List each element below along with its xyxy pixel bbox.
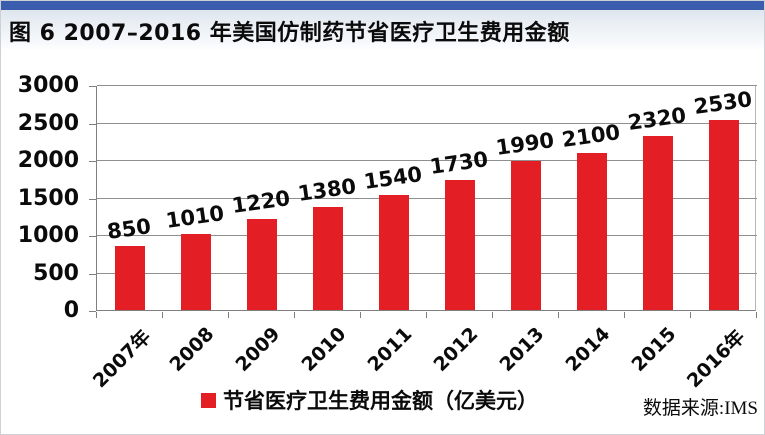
x-axis-label: 2011	[363, 323, 417, 376]
header-accent-bar	[1, 1, 764, 10]
x-axis-tick	[162, 312, 163, 318]
bar	[379, 194, 409, 310]
bar	[247, 218, 277, 310]
x-axis-label: 2012	[429, 323, 483, 376]
x-axis-tick	[756, 312, 757, 318]
y-axis-label: 1000	[17, 223, 79, 248]
x-axis-label: 2013	[495, 323, 549, 376]
x-axis-label: 2016年	[682, 325, 750, 393]
x-axis-tick	[96, 312, 97, 318]
y-axis-tick	[89, 161, 96, 162]
bar	[511, 160, 541, 310]
x-axis-tick	[624, 312, 625, 318]
y-axis-tick	[89, 311, 96, 312]
x-axis-tick	[360, 312, 361, 318]
y-axis-tick	[89, 236, 96, 237]
gridline	[97, 160, 757, 161]
y-axis-label: 500	[33, 260, 79, 286]
chart-legend: 节省医疗卫生费用金额（亿美元）	[201, 387, 538, 413]
bar	[115, 246, 145, 310]
gridline	[97, 122, 757, 124]
figure-title: 图 6 2007–2016 年美国仿制药节省医疗卫生费用金额	[9, 21, 570, 46]
x-axis-tick	[558, 312, 559, 318]
x-axis-tick	[294, 312, 295, 318]
x-axis-tick	[426, 312, 427, 318]
y-axis-label: 3000	[17, 73, 79, 98]
y-axis-tick	[89, 123, 96, 125]
x-axis-tick	[228, 312, 229, 318]
x-axis-label: 2014	[561, 323, 615, 376]
y-axis-tick	[89, 273, 96, 275]
x-axis-label: 2007年	[88, 325, 156, 393]
bar	[577, 152, 607, 310]
x-axis-label: 2015	[627, 323, 681, 376]
legend-label: 节省医疗卫生费用金额（亿美元）	[223, 389, 538, 413]
bar	[181, 234, 211, 310]
bar	[709, 120, 739, 310]
y-axis-tick	[89, 86, 96, 87]
x-axis-tick	[690, 312, 691, 318]
x-axis-tick	[492, 312, 493, 318]
y-axis-label: 2000	[17, 148, 79, 173]
gridline	[97, 197, 757, 199]
gridline	[97, 85, 757, 86]
gridline	[97, 235, 757, 236]
gridline	[97, 272, 757, 274]
x-axis-label: 2010	[297, 323, 351, 376]
figure-header: 图 6 2007–2016 年美国仿制药节省医疗卫生费用金额	[1, 1, 764, 49]
y-axis-label: 1500	[17, 185, 79, 211]
bar	[643, 136, 673, 310]
x-axis-label: 2009	[231, 323, 285, 376]
y-axis-tick	[89, 198, 96, 200]
y-axis-label: 2500	[17, 110, 79, 136]
data-source: 数据来源:IMS	[642, 398, 758, 419]
y-axis-label: 0	[63, 298, 79, 323]
legend-swatch-icon	[201, 392, 216, 408]
x-axis-label: 2008	[165, 323, 219, 376]
bar	[445, 180, 475, 310]
bar	[313, 206, 343, 310]
plot-area	[96, 85, 757, 311]
